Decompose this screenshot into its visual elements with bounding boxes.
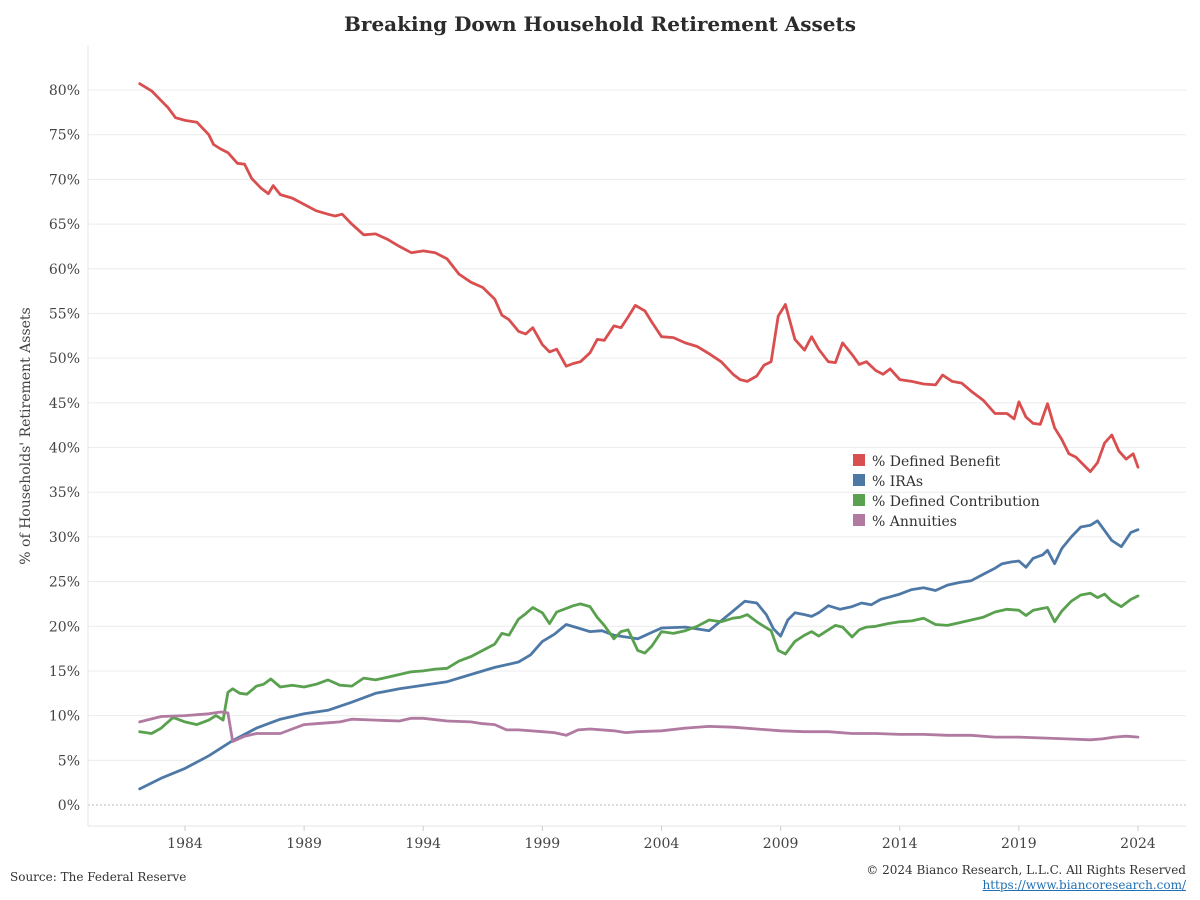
copyright-text: © 2024 Bianco Research, L.L.C. All Right… [866,863,1186,877]
axes: 0% 5% 10% 15% 20% 25% 30% 35% 40% 45% 50% 55% 60% 65%… [49,45,1186,852]
y-tick-label: 5% [58,753,80,769]
series-line-annuities [138,710,1140,743]
chart-title: Breaking Down Household Retirement Asset… [344,12,856,36]
y-tick-label: 55% [49,306,80,322]
legend-swatch-annuities [853,514,865,526]
y-tick-label: 40% [49,441,80,457]
x-tick-label: 1984 [167,836,203,852]
copyright-block: © 2024 Bianco Research, L.L.C. All Right… [866,863,1186,893]
y-axis-title: % of Households' Retirement Assets [18,307,34,564]
x-tick-label: 1989 [286,836,322,852]
y-tick-label: 30% [49,530,80,546]
y-tick-label: 45% [49,396,80,412]
legend-label-defined-contribution: % Defined Contribution [872,494,1040,510]
series-lines [138,82,1140,791]
y-tick-label: 65% [49,217,80,233]
series-line-defined-contribution [138,591,1140,735]
y-tick-label: 10% [49,709,80,725]
legend: % Defined Benefit % IRAs % Defined Contrib… [853,454,1040,530]
x-tick-label: 2004 [644,836,680,852]
legend-label-iras: % IRAs [872,474,923,490]
legend-label-defined-benefit: % Defined Benefit [872,454,1001,470]
x-tick-label: 2019 [1001,836,1037,852]
series-line-defined-benefit [138,82,1140,474]
y-tick-label: 0% [58,798,80,814]
legend-label-annuities: % Annuities [872,514,957,530]
legend-swatch-iras [853,474,865,486]
y-tick-label: 50% [49,351,80,367]
gridlines [88,89,1186,806]
series-line-iras [138,519,1140,791]
y-tick-label: 15% [49,664,80,680]
y-tick-label: 60% [49,262,80,278]
y-tick-label: 80% [49,83,80,99]
website-link[interactable]: https://www.biancoresearch.com/ [982,878,1186,892]
y-tick-label: 75% [49,128,80,144]
x-tick-label: 2009 [763,836,799,852]
source-note: Source: The Federal Reserve [10,870,187,884]
legend-swatch-defined-contribution [853,494,865,506]
y-tick-label: 20% [49,619,80,635]
x-tick-label: 2014 [882,836,918,852]
y-tick-label: 35% [49,485,80,501]
legend-swatch-defined-benefit [853,454,865,466]
x-tick-label: 2024 [1120,836,1156,852]
y-tick-label: 25% [49,575,80,591]
y-tick-label: 70% [49,172,80,188]
x-tick-label: 1999 [525,836,561,852]
x-tick-label: 1994 [405,836,441,852]
